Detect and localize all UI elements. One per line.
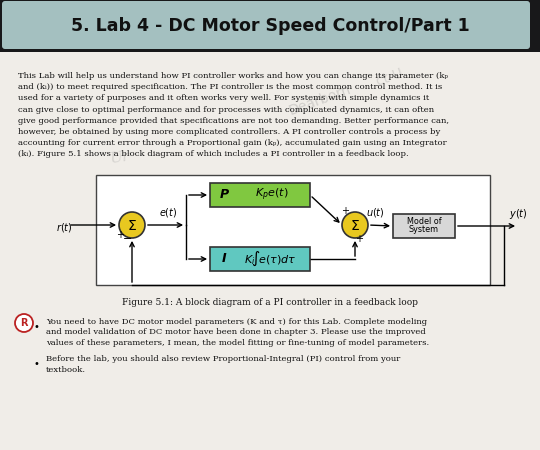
Text: Before the lab, you should also review Proportional-Integral (PI) control from y: Before the lab, you should also review P… (46, 355, 400, 363)
Text: and (kᵢ)) to meet required specification. The PI controller is the most common c: and (kᵢ)) to meet required specification… (18, 83, 442, 91)
Text: This Lab will help us understand how PI controller works and how you can change : This Lab will help us understand how PI … (18, 72, 448, 80)
Text: can give close to optimal performance and for processes with complicated dynamic: can give close to optimal performance an… (18, 106, 434, 113)
Text: $r(t)$: $r(t)$ (56, 221, 72, 234)
Text: accounting for current error through a Proportional gain (kₚ), accumulated gain : accounting for current error through a P… (18, 139, 447, 147)
Text: $K_p e(t)$: $K_p e(t)$ (255, 187, 289, 203)
Text: $e(t)$: $e(t)$ (159, 206, 177, 219)
Circle shape (342, 212, 368, 238)
Text: •: • (33, 322, 39, 332)
Text: 5. Lab 4 - DC Motor Speed Control/Part 1: 5. Lab 4 - DC Motor Speed Control/Part 1 (71, 17, 469, 35)
Text: however, be obtained by using more complicated controllers. A PI controller cont: however, be obtained by using more compl… (18, 128, 440, 136)
Text: give good performance provided that specifications are not too demanding. Better: give good performance provided that spec… (18, 117, 449, 125)
Text: $\Sigma$: $\Sigma$ (127, 219, 137, 233)
Circle shape (15, 314, 33, 332)
Bar (210, 183, 310, 207)
Text: $\Sigma$: $\Sigma$ (350, 219, 360, 233)
Text: I: I (222, 252, 226, 266)
Text: used for a variety of purposes and it often works very well. For systems with si: used for a variety of purposes and it of… (18, 94, 429, 103)
Text: −: − (123, 234, 133, 244)
Bar (96, 175, 490, 285)
Text: $u(t)$: $u(t)$ (366, 206, 384, 219)
Text: P: P (219, 189, 228, 202)
Text: Model of: Model of (407, 217, 441, 226)
Text: •: • (33, 359, 39, 369)
FancyBboxPatch shape (2, 1, 530, 49)
Text: and model validation of DC motor have been done in chapter 3. Please use the imp: and model validation of DC motor have be… (46, 328, 426, 337)
Text: +: + (341, 206, 349, 216)
Text: (kᵢ). Figure 5.1 shows a block diagram of which includes a PI controller in a fe: (kᵢ). Figure 5.1 shows a block diagram o… (18, 150, 409, 158)
Text: +: + (116, 230, 124, 240)
Text: ct U: ct U (375, 67, 406, 89)
Bar (393, 214, 455, 238)
Text: Ur: Ur (109, 150, 131, 166)
Circle shape (119, 212, 145, 238)
Text: $y(t)$: $y(t)$ (509, 207, 527, 221)
Text: Dearborn: Dearborn (287, 82, 353, 118)
Bar (0, 0, 540, 52)
Text: values of these parameters, I mean, the model fitting or fine-tuning of model pa: values of these parameters, I mean, the … (46, 339, 429, 347)
Text: +: + (355, 234, 363, 244)
Text: R: R (21, 318, 28, 328)
Text: textbook.: textbook. (46, 365, 86, 374)
Text: $K_i\!\int\!e(\tau)d\tau$: $K_i\!\int\!e(\tau)d\tau$ (244, 250, 296, 268)
Bar (210, 247, 310, 271)
Text: Figure 5.1: A block diagram of a PI controller in a feedback loop: Figure 5.1: A block diagram of a PI cont… (122, 298, 418, 307)
Text: You need to have DC motor model parameters (K and τ) for this Lab. Complete mode: You need to have DC motor model paramete… (46, 318, 427, 326)
Text: System: System (409, 225, 439, 234)
